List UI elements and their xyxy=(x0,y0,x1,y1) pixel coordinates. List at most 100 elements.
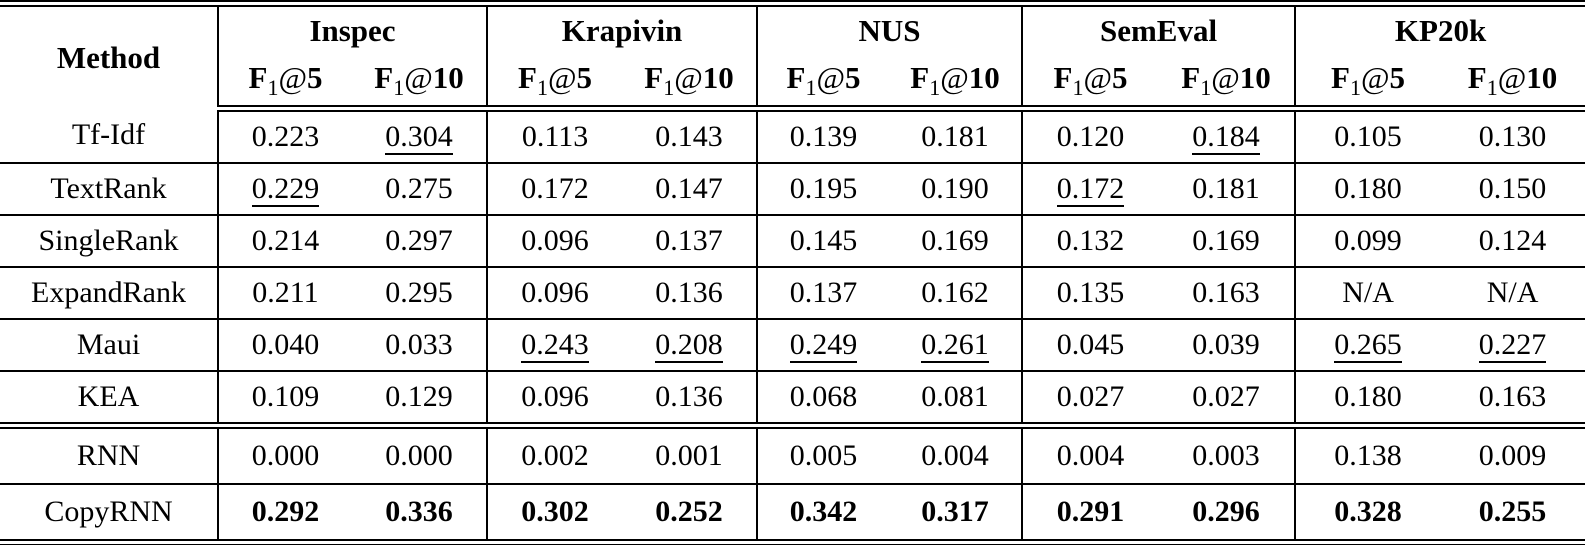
value-text: 0.208 xyxy=(655,327,723,363)
value-text: 0.009 xyxy=(1478,439,1547,472)
value-cell: 0.172 xyxy=(1021,162,1159,215)
value-text: 0.000 xyxy=(251,439,320,472)
group-header-inspec: Inspec xyxy=(216,3,488,55)
value-cell: 0.169 xyxy=(889,214,1023,267)
value-cell: N/A xyxy=(1440,266,1585,319)
value-cell: 0.136 xyxy=(622,370,758,426)
value-text: 0.336 xyxy=(385,495,453,528)
value-cell: 0.109 xyxy=(217,370,352,426)
value-cell: 0.096 xyxy=(486,266,623,319)
value-text: 0.180 xyxy=(1334,380,1402,413)
value-cell: 0.003 xyxy=(1158,422,1296,484)
value-text: 0.296 xyxy=(1192,495,1260,528)
value-text: 0.184 xyxy=(1192,119,1260,155)
value-text: 0.004 xyxy=(921,439,989,472)
value-text: 0.147 xyxy=(655,172,723,205)
value-text: 0.190 xyxy=(921,172,989,205)
value-cell: 0.120 xyxy=(1021,108,1159,163)
value-text: 0.105 xyxy=(1334,120,1402,153)
method-cell: KEA xyxy=(0,370,218,426)
value-cell: 0.162 xyxy=(889,266,1023,319)
group-header-row: Method Inspec Krapivin NUS SemEval KP20k xyxy=(0,3,1585,75)
value-text: 0.292 xyxy=(251,495,320,528)
value-cell: 0.135 xyxy=(1021,266,1159,319)
value-text: 0.081 xyxy=(921,380,989,413)
value-text: 0.002 xyxy=(521,439,589,472)
value-text: 0.181 xyxy=(921,120,989,153)
value-cell: 0.163 xyxy=(1158,266,1296,319)
value-text: 0.172 xyxy=(1056,171,1125,207)
value-cell: 0.328 xyxy=(1294,483,1441,543)
value-cell: 0.113 xyxy=(486,108,623,163)
value-cell: 0.068 xyxy=(756,370,890,426)
value-cell: 0.000 xyxy=(352,422,488,484)
value-text: 0.039 xyxy=(1192,328,1260,361)
value-cell: 0.027 xyxy=(1158,370,1296,426)
value-cell: 0.096 xyxy=(486,214,623,267)
value-cell: 0.033 xyxy=(352,318,488,371)
value-cell: 0.145 xyxy=(756,214,890,267)
value-cell: N/A xyxy=(1294,266,1441,319)
value-text: 0.223 xyxy=(251,120,320,153)
value-cell: 0.002 xyxy=(486,422,623,484)
method-cell: CopyRNN xyxy=(0,483,218,543)
value-text: 0.033 xyxy=(385,328,453,361)
method-cell: SingleRank xyxy=(0,214,218,267)
value-cell: 0.129 xyxy=(352,370,488,426)
value-cell: 0.005 xyxy=(756,422,890,484)
value-text: 0.068 xyxy=(789,380,858,413)
value-text: 0.180 xyxy=(1334,172,1402,205)
value-text: 0.297 xyxy=(385,224,453,257)
value-text: 0.040 xyxy=(251,328,320,361)
value-cell: 0.296 xyxy=(1158,483,1296,543)
value-text: 0.163 xyxy=(1478,380,1547,413)
value-text: 0.027 xyxy=(1192,380,1260,413)
value-cell: 0.252 xyxy=(622,483,758,543)
group-header-nus: NUS xyxy=(756,3,1023,55)
table-row-expandrank: ExpandRank 0.211 0.295 0.096 0.136 0.137 0.162… xyxy=(0,266,1585,319)
value-cell: 0.096 xyxy=(486,370,623,426)
value-text: 0.150 xyxy=(1478,172,1547,205)
value-cell: 0.139 xyxy=(756,108,890,163)
value-text: 0.136 xyxy=(655,276,723,309)
value-cell: 0.172 xyxy=(486,162,623,215)
value-text: 0.249 xyxy=(789,327,858,363)
table-body: Tf-Idf 0.223 0.304 0.113 0.143 0.139 0.181 0.12… xyxy=(0,108,1585,543)
value-text: 0.137 xyxy=(789,276,858,309)
value-cell: 0.138 xyxy=(1294,422,1441,484)
value-cell: 0.291 xyxy=(1021,483,1159,543)
value-text: 0.120 xyxy=(1056,120,1125,153)
value-cell: 0.255 xyxy=(1440,483,1585,543)
value-text: N/A xyxy=(1342,276,1394,309)
value-cell: 0.261 xyxy=(889,318,1023,371)
value-text: 0.129 xyxy=(385,380,453,413)
metric-header-inspec-f1at10: F1@10 xyxy=(352,55,488,112)
value-text: 0.162 xyxy=(921,276,989,309)
value-cell: 0.181 xyxy=(1158,162,1296,215)
table-row-tf-idf: Tf-Idf 0.223 0.304 0.113 0.143 0.139 0.181 0.12… xyxy=(0,108,1585,164)
value-cell: 0.208 xyxy=(622,318,758,371)
value-text: 0.045 xyxy=(1056,328,1125,361)
value-cell: 0.105 xyxy=(1294,108,1441,163)
value-text: 0.172 xyxy=(521,172,589,205)
value-text: 0.137 xyxy=(655,224,723,257)
value-text: 0.214 xyxy=(251,224,320,257)
metric-header-krapivin-f1at5: F1@5 xyxy=(486,55,623,112)
table-row-rnn: RNN 0.000 0.000 0.002 0.001 0.005 0.004 0.004 0.… xyxy=(0,422,1585,484)
metric-header-inspec-f1at5: F1@5 xyxy=(217,55,352,112)
value-cell: 0.039 xyxy=(1158,318,1296,371)
value-text: 0.181 xyxy=(1192,172,1260,205)
value-cell: 0.184 xyxy=(1158,109,1295,164)
value-text: 0.003 xyxy=(1192,439,1260,472)
value-text: 0.342 xyxy=(789,495,858,528)
value-cell: 0.292 xyxy=(217,483,352,543)
value-cell: 0.223 xyxy=(217,108,352,163)
method-cell: ExpandRank xyxy=(0,266,218,319)
value-text: 0.132 xyxy=(1056,224,1125,257)
value-text: 0.004 xyxy=(1056,439,1125,472)
value-cell: 0.081 xyxy=(889,370,1023,426)
value-cell: 0.040 xyxy=(217,318,352,371)
table-row-singlerank: SingleRank 0.214 0.297 0.096 0.137 0.145 0.169… xyxy=(0,214,1585,267)
value-cell: 0.130 xyxy=(1440,109,1585,164)
